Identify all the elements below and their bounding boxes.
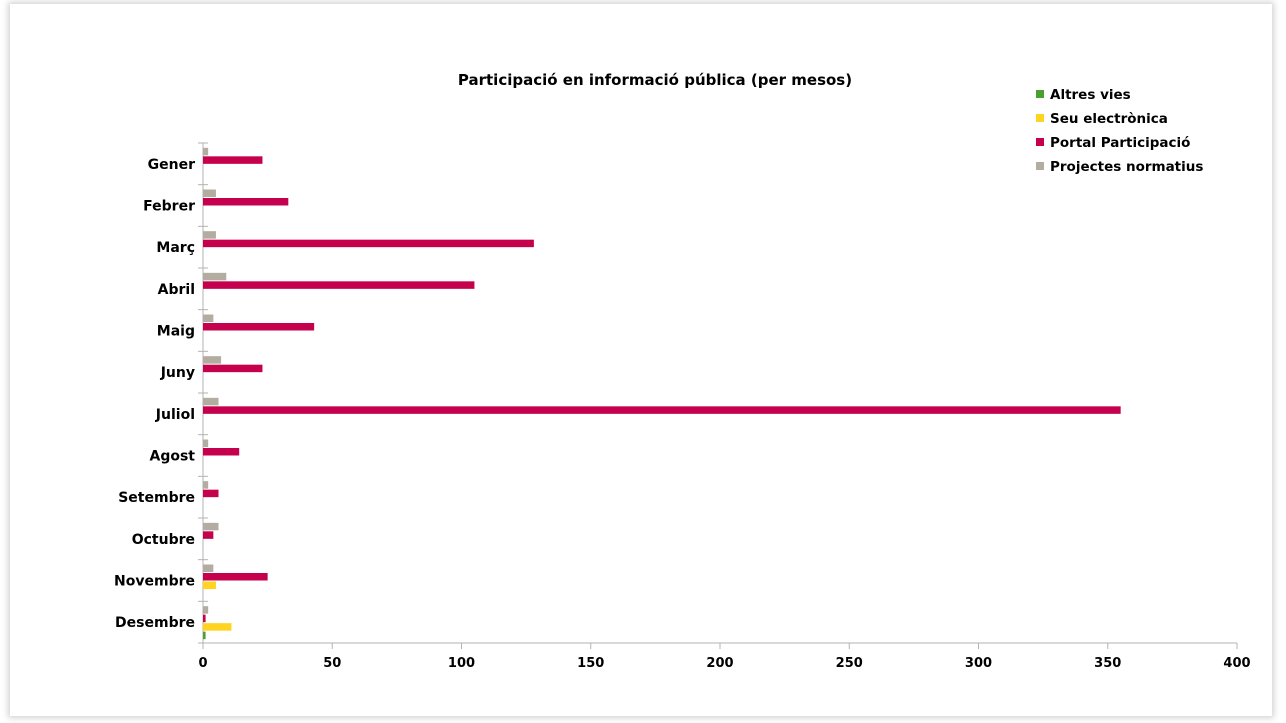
bar-projectes-normatius (203, 481, 209, 489)
category-label: Març (156, 240, 195, 256)
bar-projectes-normatius (203, 189, 216, 197)
bar-portal-participació (203, 198, 289, 206)
legend-label: Seu electrònica (1050, 111, 1168, 127)
bar-projectes-normatius (203, 522, 219, 531)
legend-swatch (1036, 114, 1044, 122)
chart-labels: 0 50 100 150 200 250 300 350 400 Gener Febrer Març A… (114, 157, 1251, 671)
bar-portal-participació (203, 531, 214, 539)
bar-projectes-normatius (203, 564, 214, 572)
bar-portal-participació (203, 448, 240, 456)
bar-portal-participació (203, 364, 263, 373)
chart-axes (198, 142, 1238, 649)
bar-portal-participació (203, 156, 263, 164)
category-label: Agost (150, 449, 196, 465)
chart-title: Participació en informació pública (per … (458, 71, 852, 89)
x-tick-label: 200 (706, 656, 733, 671)
category-label: Febrer (143, 199, 195, 215)
bar-projectes-normatius (203, 314, 214, 322)
bar-projectes-normatius (203, 397, 219, 406)
x-tick-label: 300 (965, 656, 992, 671)
bar-projectes-normatius (203, 356, 222, 364)
bar-projectes-normatius (203, 231, 216, 239)
category-label: Abril (158, 282, 195, 298)
category-label: Desembre (115, 615, 195, 631)
legend-label: Projectes normatius (1050, 159, 1203, 175)
bar-portal-participació (203, 323, 315, 331)
legend-swatch (1036, 162, 1044, 170)
bar-seu-electrònica (203, 623, 232, 631)
category-label: Gener (148, 157, 195, 173)
legend-label: Portal Participació (1050, 135, 1190, 151)
bar-portal-participació (203, 239, 534, 248)
x-tick-label: 50 (323, 656, 341, 671)
bar-portal-participació (203, 406, 1121, 414)
category-label: Octubre (132, 532, 195, 548)
bar-portal-participació (203, 489, 219, 498)
category-label: Juliol (155, 407, 195, 423)
bar-altres-vies (203, 631, 206, 640)
bar-projectes-normatius (203, 147, 209, 156)
category-label: Maig (157, 324, 195, 340)
bar-portal-participació (203, 573, 268, 581)
bar-projectes-normatius (203, 606, 209, 614)
category-label: Novembre (114, 574, 195, 590)
legend-swatch (1036, 138, 1044, 146)
category-label: Setembre (118, 490, 195, 506)
legend-swatch (1036, 90, 1044, 98)
x-tick-label: 250 (836, 656, 863, 671)
bar-projectes-normatius (203, 439, 209, 447)
category-label: Juny (160, 365, 195, 381)
x-tick-label: 100 (448, 656, 475, 671)
x-tick-label: 150 (577, 656, 604, 671)
chart-bars (203, 147, 1121, 640)
x-tick-label: 0 (198, 656, 207, 671)
bar-projectes-normatius (203, 272, 227, 281)
bar-portal-participació (203, 281, 475, 289)
bar-portal-participació (203, 614, 206, 623)
x-tick-label: 350 (1094, 656, 1121, 671)
x-tick-label: 400 (1223, 656, 1250, 671)
bar-seu-electrònica (203, 581, 216, 589)
chart-legend: Altres vies Seu electrònica Portal Partici… (1036, 87, 1203, 175)
legend-label: Altres vies (1050, 87, 1131, 103)
